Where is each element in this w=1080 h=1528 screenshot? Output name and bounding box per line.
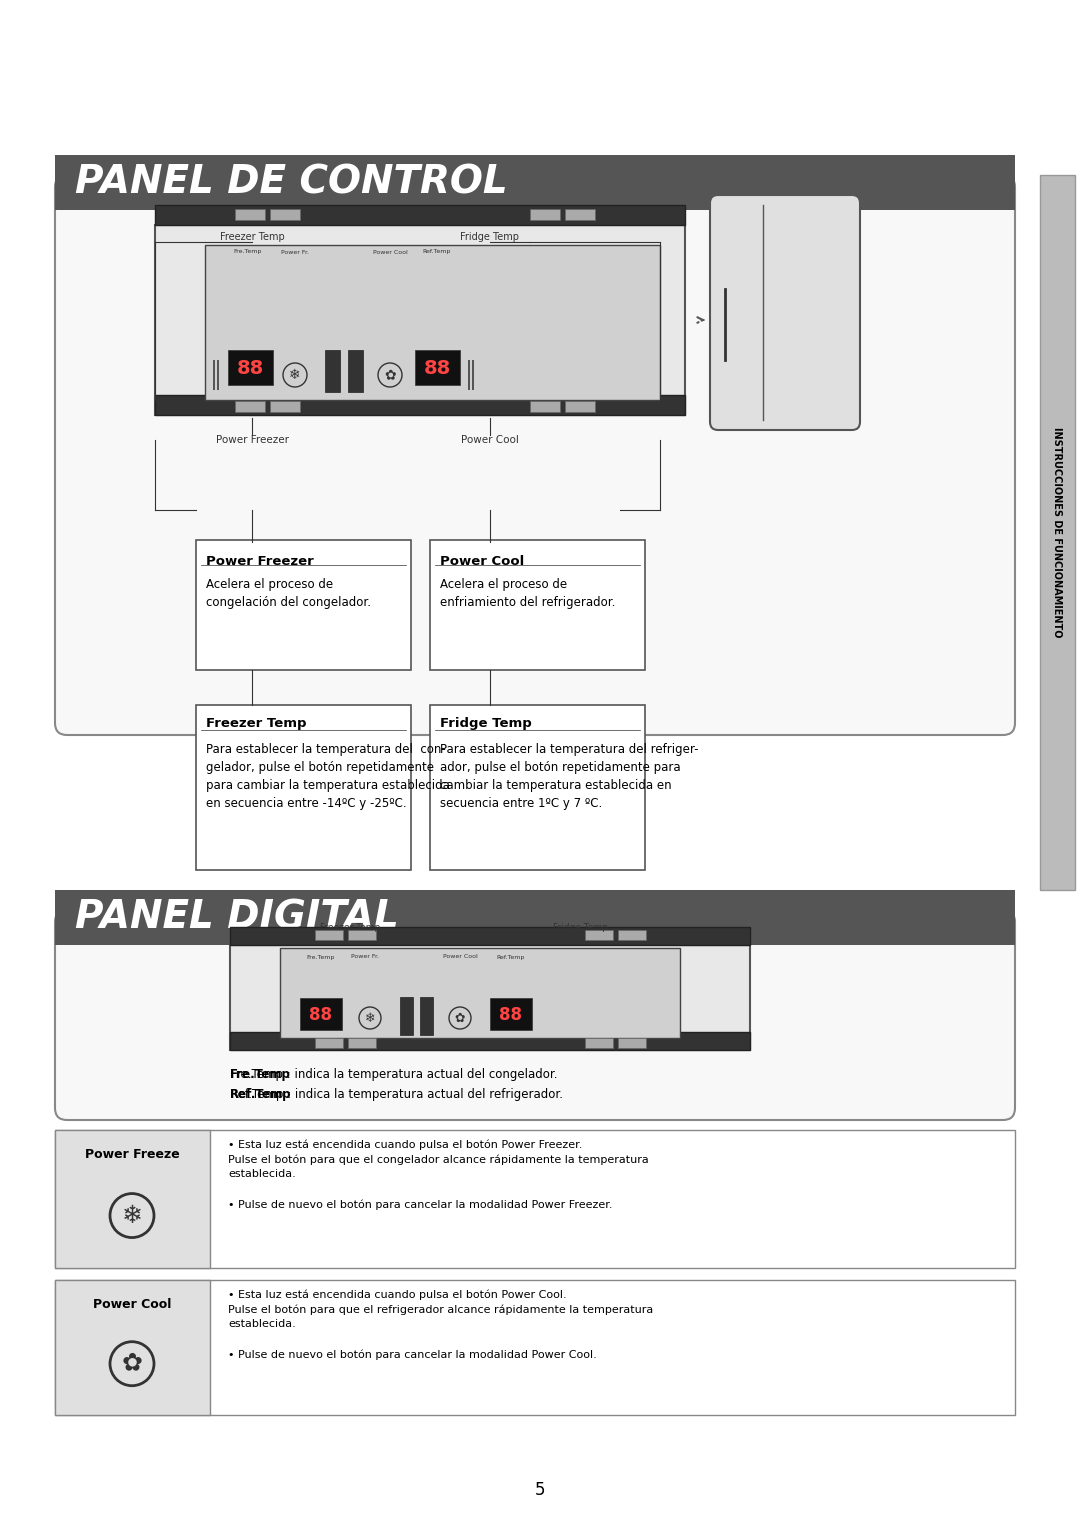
Text: 88: 88	[237, 359, 264, 377]
Bar	[565, 209, 595, 220]
Text: Power Cool: Power Cool	[373, 249, 407, 255]
Bar	[235, 209, 265, 220]
Text: Power Cool: Power Cool	[461, 435, 518, 445]
Bar	[213, 361, 215, 390]
Text: Freezer Temp: Freezer Temp	[219, 232, 284, 241]
Bar	[565, 400, 595, 413]
Bar	[468, 361, 470, 390]
Text: Ref.Temp : indica la temperatura actual del refrigerador.: Ref.Temp : indica la temperatura actual …	[230, 1088, 563, 1102]
Text: Fre.Temp: Fre.Temp	[230, 1068, 291, 1080]
Bar	[348, 350, 363, 393]
Bar	[315, 1038, 343, 1048]
Bar	[205, 244, 660, 400]
Bar	[585, 1038, 613, 1048]
Text: Freezer Temp: Freezer Temp	[320, 923, 380, 932]
Text: Ref.Temp: Ref.Temp	[497, 955, 525, 960]
Text: • Pulse de nuevo el botón para cancelar la modalidad Power Freezer.: • Pulse de nuevo el botón para cancelar …	[228, 1199, 612, 1210]
Text: • Esta luz está encendida cuando pulsa el botón Power Freezer.
Pulse el botón pa: • Esta luz está encendida cuando pulsa e…	[228, 1140, 649, 1180]
Bar	[618, 1038, 646, 1048]
Bar	[55, 1131, 210, 1268]
FancyBboxPatch shape	[55, 176, 1015, 735]
Bar	[217, 361, 219, 390]
Text: Power Fr.: Power Fr.	[281, 249, 309, 255]
Bar	[315, 931, 343, 940]
Text: Fre.Temp: Fre.Temp	[307, 955, 335, 960]
Bar	[55, 1131, 1015, 1268]
Text: Power Freezer: Power Freezer	[216, 435, 288, 445]
Text: Power Cool: Power Cool	[93, 1297, 172, 1311]
Text: ✿: ✿	[121, 1352, 143, 1375]
Text: ❄: ❄	[121, 1204, 143, 1227]
Text: INSTRUCCIONES DE FUNCIONAMIENTO: INSTRUCCIONES DE FUNCIONAMIENTO	[1053, 428, 1063, 637]
Bar	[472, 361, 474, 390]
Bar	[156, 205, 685, 225]
Bar	[400, 996, 413, 1034]
Text: PANEL DE CONTROL: PANEL DE CONTROL	[75, 163, 508, 202]
Text: Fre.Temp: Fre.Temp	[233, 249, 262, 255]
Bar	[270, 400, 300, 413]
Text: Ref.Temp: Ref.Temp	[230, 1088, 292, 1102]
Bar	[195, 704, 411, 869]
Text: • Esta luz está encendida cuando pulsa el botón Power Cool.
Pulse el botón para : • Esta luz está encendida cuando pulsa e…	[228, 1290, 653, 1329]
Bar	[230, 1031, 750, 1050]
Text: ❄: ❄	[289, 368, 301, 382]
FancyBboxPatch shape	[55, 911, 1015, 1120]
Bar	[270, 209, 300, 220]
Bar	[430, 704, 645, 869]
Text: Fridge Temp: Fridge Temp	[440, 717, 531, 730]
Bar	[348, 931, 376, 940]
Bar	[348, 1038, 376, 1048]
Text: Fridge Temp: Fridge Temp	[460, 232, 519, 241]
Bar	[230, 927, 750, 944]
Bar	[530, 209, 561, 220]
Text: Power Freezer: Power Freezer	[206, 555, 314, 568]
Text: Fre.Temp : indica la temperatura actual del congelador.: Fre.Temp : indica la temperatura actual …	[230, 1068, 557, 1080]
Text: 88: 88	[499, 1005, 523, 1024]
Bar	[195, 539, 411, 669]
Bar	[300, 998, 342, 1030]
Bar	[280, 947, 680, 1038]
Bar	[55, 1280, 1015, 1415]
Text: Para establecer la temperatura del refriger-
ador, pulse el botón repetidamente : Para establecer la temperatura del refri…	[440, 743, 699, 810]
Bar	[415, 350, 460, 385]
Text: Freezer Temp: Freezer Temp	[206, 717, 307, 730]
Bar	[490, 998, 532, 1030]
Bar	[156, 396, 685, 416]
Bar	[430, 539, 645, 669]
Bar	[55, 1280, 210, 1415]
Bar	[228, 350, 273, 385]
Text: 5: 5	[535, 1481, 545, 1499]
Bar	[156, 225, 685, 416]
Text: 88: 88	[423, 359, 450, 377]
Text: ✿: ✿	[455, 1012, 465, 1024]
Bar	[1040, 176, 1075, 889]
Bar	[230, 944, 750, 1050]
FancyBboxPatch shape	[710, 196, 860, 429]
Text: PANEL DIGITAL: PANEL DIGITAL	[75, 898, 399, 937]
Bar	[618, 931, 646, 940]
Bar	[55, 154, 1015, 209]
Bar	[325, 350, 340, 393]
Text: Fridge Temp: Fridge Temp	[553, 923, 607, 932]
Bar	[235, 400, 265, 413]
Text: 88: 88	[310, 1005, 333, 1024]
Text: Power Cool: Power Cool	[443, 955, 477, 960]
Text: Power Fr.: Power Fr.	[351, 955, 379, 960]
Text: Acelera el proceso de
congelación del congelador.: Acelera el proceso de congelación del co…	[206, 578, 372, 610]
Text: ❄: ❄	[365, 1012, 375, 1024]
Bar	[585, 931, 613, 940]
Text: • Pulse de nuevo el botón para cancelar la modalidad Power Cool.: • Pulse de nuevo el botón para cancelar …	[228, 1351, 597, 1360]
Bar	[530, 400, 561, 413]
Text: Power Cool: Power Cool	[440, 555, 524, 568]
Text: ✿: ✿	[384, 368, 395, 382]
Text: Acelera el proceso de
enfriamiento del refrigerador.: Acelera el proceso de enfriamiento del r…	[440, 578, 616, 610]
Text: Ref.Temp: Ref.Temp	[422, 249, 451, 255]
Text: Power Freeze: Power Freeze	[84, 1148, 179, 1161]
Text: Para establecer la temperatura del  con-
gelador, pulse el botón repetidamente
p: Para establecer la temperatura del con- …	[206, 743, 450, 810]
Bar	[55, 889, 1015, 944]
Bar	[420, 996, 433, 1034]
